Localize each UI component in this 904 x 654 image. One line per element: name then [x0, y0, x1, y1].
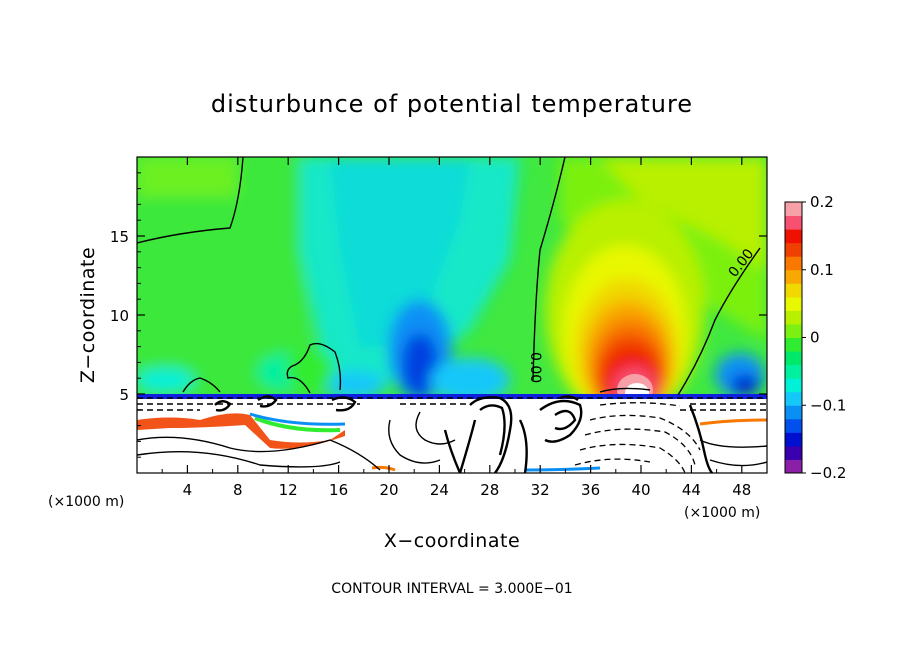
plot-area: 0.00 0.00 — [137, 157, 767, 473]
colorbar-swatch — [785, 445, 802, 460]
x-axis-unit: (×1000 m) — [48, 494, 124, 510]
chart-title: disturbunce of potential temperature — [211, 90, 693, 118]
y-axis-unit: (×1000 m) — [684, 505, 760, 521]
y-axis-label: Z−coordinate — [77, 247, 99, 383]
x-tick-label: 28 — [480, 481, 499, 499]
colorbar-tick-label: −0.2 — [810, 464, 846, 482]
x-tick-label: 48 — [732, 481, 751, 499]
x-tick-label: 32 — [531, 481, 550, 499]
colorbar-swatch — [785, 229, 802, 244]
x-ticks: 4 8 12 16 20 24 28 32 36 40 44 48 — [161, 157, 751, 499]
x-tick-label: 16 — [329, 481, 348, 499]
colorbar-swatch — [785, 242, 802, 257]
colorbar-swatch — [785, 202, 802, 217]
contour-label-1: 0.00 — [527, 352, 543, 383]
x-tick-label: 40 — [631, 481, 650, 499]
field-blobs — [137, 157, 767, 425]
colorbar-swatch — [785, 418, 802, 433]
x-tick-label: 36 — [581, 481, 600, 499]
colorbar-swatch — [785, 391, 802, 406]
x-axis-label: X−coordinate — [384, 530, 520, 552]
y-ticks: 5 10 15 — [110, 172, 767, 458]
colorbar-swatch — [785, 256, 802, 271]
colorbar-swatch — [785, 296, 802, 311]
x-tick-label: 20 — [379, 481, 398, 499]
colorbar-swatch — [785, 378, 802, 393]
colorbar-tick-label: 0.2 — [810, 193, 834, 211]
colorbar: 0.2 0.1 0 −0.1 −0.2 — [784, 193, 846, 482]
colorbar-swatch — [785, 364, 802, 379]
warm-streak — [137, 413, 345, 449]
x-tick-label: 4 — [183, 481, 193, 499]
contours-dashed — [574, 402, 701, 473]
y-tick-label: 15 — [110, 228, 129, 246]
colorbar-swatch — [785, 432, 802, 447]
contours-dense — [214, 395, 713, 473]
colorbar-swatch — [785, 310, 802, 325]
y-tick-label: 5 — [119, 386, 129, 404]
colorbar-tick-label: −0.1 — [810, 396, 846, 414]
inversion-band — [137, 394, 767, 399]
colorbar-swatch — [785, 323, 802, 338]
colorbar-tick-label: 0.1 — [810, 261, 834, 279]
x-tick-label: 8 — [233, 481, 243, 499]
lower-layer — [137, 398, 767, 473]
colorbar-swatch — [785, 405, 802, 420]
contours — [137, 157, 767, 471]
x-tick-label: 24 — [430, 481, 449, 499]
colorbar-swatch — [785, 283, 802, 298]
colorbar-swatch — [785, 459, 802, 474]
x-tick-label: 12 — [279, 481, 298, 499]
colorbar-tick-label: 0 — [810, 329, 820, 347]
colorbar-swatch — [785, 215, 802, 230]
colorbar-swatch — [785, 351, 802, 366]
x-tick-label: 44 — [682, 481, 701, 499]
contour-interval-note: CONTOUR INTERVAL = 3.000E−01 — [331, 581, 572, 597]
y-tick-label: 10 — [110, 307, 129, 325]
colorbar-swatch — [785, 269, 802, 284]
colorbar-swatch — [785, 337, 802, 352]
